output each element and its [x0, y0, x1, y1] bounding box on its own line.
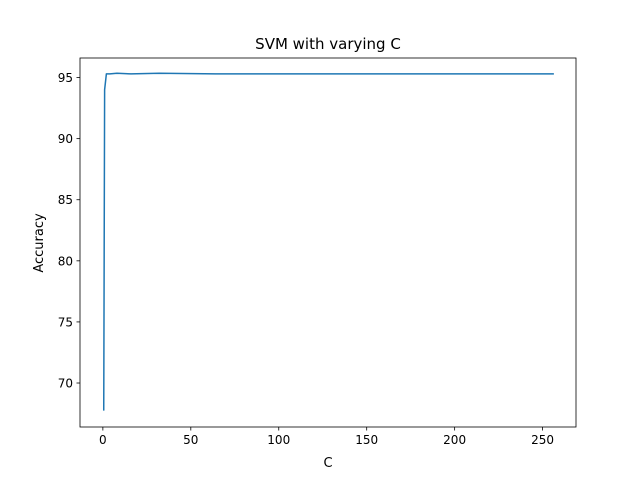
chart-title: SVM with varying C	[255, 35, 401, 53]
y-tick-label: 85	[58, 193, 73, 207]
y-tick-label: 80	[58, 254, 73, 268]
x-axis-label: C	[323, 456, 332, 471]
plot-frame	[79, 57, 577, 428]
x-tick-label: 200	[443, 433, 466, 447]
y-tick-label: 75	[58, 315, 73, 329]
x-tick-label: 250	[531, 433, 554, 447]
x-tick-label: 0	[99, 433, 107, 447]
x-tick-label: 50	[183, 433, 198, 447]
x-tick-label: 100	[267, 433, 290, 447]
plot-layer: 0 50 100 150 200 250 70 75 80 85 90 95	[58, 57, 577, 447]
x-tick-label: 150	[355, 433, 378, 447]
y-tick-label: 95	[58, 71, 73, 85]
series-line-0	[102, 72, 554, 411]
y-tick-label: 70	[58, 377, 73, 391]
y-tick-label: 90	[58, 132, 73, 146]
y-axis-label: Accuracy	[32, 213, 47, 273]
